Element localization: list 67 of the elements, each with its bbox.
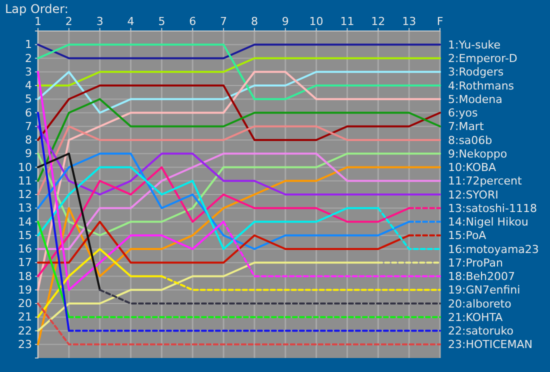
series-label: 7:Mart xyxy=(448,120,484,134)
y-tick-label: 22 xyxy=(18,324,32,338)
series-label: 1:Yu-suke xyxy=(448,38,501,52)
y-tick-label: 19 xyxy=(18,283,32,296)
series-label: 14:Nigel Hikou xyxy=(448,216,528,229)
x-tick-label: 6 xyxy=(189,15,196,28)
x-tick-label: 1 xyxy=(34,15,42,28)
series-label: 9:Nekoppo xyxy=(448,147,508,160)
series-label: 20:alboreto xyxy=(448,297,512,310)
x-tick-label: 12 xyxy=(371,15,386,28)
series-label: 18:Beh2007 xyxy=(448,270,515,284)
line-series xyxy=(37,70,441,114)
series-label: 11:72percent xyxy=(448,174,523,188)
y-tick-label: 9 xyxy=(25,147,32,160)
series-label: 22:satoruko xyxy=(448,324,514,338)
series-label: 4:Rothmans xyxy=(448,79,514,92)
line-series xyxy=(37,44,441,100)
series-label: 19:GN7enfini xyxy=(448,284,520,297)
x-tick-label: 9 xyxy=(282,15,289,28)
x-tick-label: 8 xyxy=(250,15,258,28)
y-tick-label: 16 xyxy=(18,242,32,256)
y-tick-label: 23 xyxy=(18,338,32,351)
series-label: 17:ProPan xyxy=(448,256,504,270)
chart-title: Lap Order: xyxy=(5,2,68,16)
y-tick-label: 1 xyxy=(25,38,32,52)
x-tick-label: 5 xyxy=(158,15,166,28)
y-tick-label: 15 xyxy=(18,228,32,242)
line-series xyxy=(37,84,441,141)
y-tick-label: 10 xyxy=(18,160,32,174)
y-tick-label: 14 xyxy=(18,215,32,228)
x-tick-label: F xyxy=(436,15,444,28)
series-label: 16:motoyama23 xyxy=(448,242,539,256)
line-series xyxy=(37,98,441,182)
series-label: 5:Modena xyxy=(448,92,502,106)
y-tick-label: 6 xyxy=(25,106,32,120)
series-label: 8:sa06b xyxy=(448,134,492,147)
x-tick-label: 3 xyxy=(96,15,104,28)
x-tick-label: 7 xyxy=(220,15,228,28)
line-series xyxy=(37,166,441,346)
series-label: 13:satoshi-1118 xyxy=(448,202,537,215)
series-label: 23:HOTICEMAN xyxy=(448,338,532,352)
x-tick-label: 2 xyxy=(65,15,72,28)
series-label: 21:KOHTA xyxy=(448,310,504,324)
series-label: 15:PoA xyxy=(448,229,487,242)
y-tick-label: 13 xyxy=(18,202,32,215)
y-tick-label: 7 xyxy=(25,120,32,133)
series-label: 10:KOBA xyxy=(448,161,497,174)
y-tick-label: 21 xyxy=(18,310,32,324)
y-tick-label: 20 xyxy=(18,297,32,310)
x-tick-label: 11 xyxy=(340,15,354,28)
series-label: 6:yos xyxy=(448,106,478,120)
y-tick-label: 5 xyxy=(25,92,32,106)
x-tick-label: 13 xyxy=(402,15,416,28)
y-tick-label: 17 xyxy=(18,256,32,270)
line-series xyxy=(37,70,441,291)
x-tick-label: 10 xyxy=(309,15,324,28)
y-tick-label: 3 xyxy=(25,65,32,78)
y-tick-label: 4 xyxy=(25,79,32,92)
series-label: 12:SYORI xyxy=(448,188,498,202)
y-tick-label: 11 xyxy=(18,174,32,188)
y-tick-label: 12 xyxy=(18,188,32,202)
x-tick-label: 4 xyxy=(127,15,134,28)
y-tick-label: 8 xyxy=(25,134,32,147)
y-tick-label: 2 xyxy=(25,52,32,65)
series-label: 3:Rodgers xyxy=(448,66,504,79)
y-tick-label: 18 xyxy=(18,270,32,283)
series-label: 2:Emperor-D xyxy=(448,52,518,66)
